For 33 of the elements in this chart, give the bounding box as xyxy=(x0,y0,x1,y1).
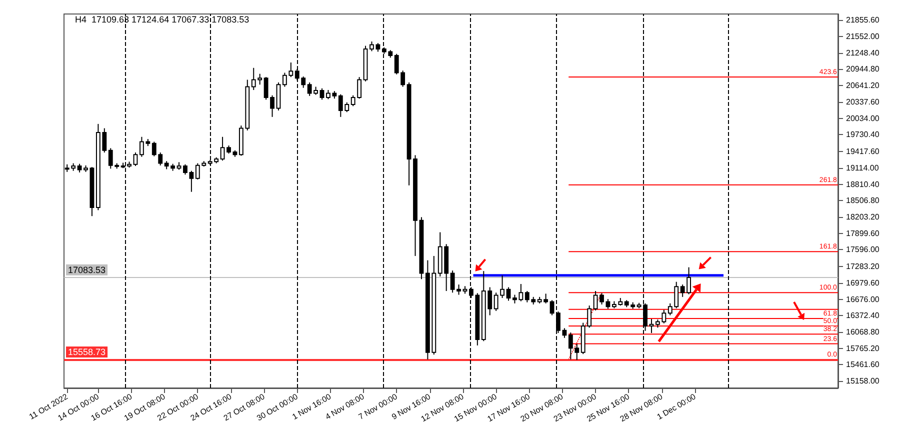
y-tick-label: 18203.20 xyxy=(846,212,880,222)
ref-line-label: 15558.73 xyxy=(68,347,106,358)
y-tick-label: 16979.60 xyxy=(846,278,880,288)
candlestick xyxy=(320,88,324,100)
y-tick-label: 16372.40 xyxy=(846,311,880,320)
y-tick-label: 17899.60 xyxy=(846,228,880,238)
y-tick-label: 16676.00 xyxy=(846,294,880,304)
candlestick xyxy=(276,82,281,111)
candlestick xyxy=(649,318,654,334)
candlestick xyxy=(220,136,225,162)
y-tick-label: 19114.00 xyxy=(846,163,880,172)
y-tick-label: 20641.20 xyxy=(846,81,880,90)
y-tick-label: 17596.00 xyxy=(846,245,880,254)
chart-title: H4 17109.63 17124.64 17067.33 17083.53 xyxy=(75,14,250,24)
ref-line-label: 17083.53 xyxy=(68,264,106,275)
y-tick-label: 15765.20 xyxy=(846,344,880,353)
y-tick-label: 20034.00 xyxy=(846,114,880,123)
y-tick-label: 16068.80 xyxy=(846,328,880,337)
candlestick xyxy=(506,286,511,302)
y-tick-label: 21248.40 xyxy=(846,48,880,58)
y-tick-label: 15158.00 xyxy=(846,376,880,386)
y-tick-label: 17283.20 xyxy=(846,262,880,272)
y-tick-label: 18810.40 xyxy=(846,180,880,189)
y-tick-label: 20337.60 xyxy=(846,97,880,106)
y-tick-label: 19417.60 xyxy=(846,147,880,156)
candlestick xyxy=(550,300,554,316)
y-tick-label: 15461.60 xyxy=(846,360,880,370)
y-tick-label: 18506.80 xyxy=(846,196,880,206)
y-tick-label: 19730.40 xyxy=(846,130,880,140)
y-tick-label: 20944.80 xyxy=(846,64,880,74)
y-tick-label: 21855.60 xyxy=(846,16,880,25)
candlestick xyxy=(133,152,138,166)
y-tick-label: 21552.00 xyxy=(846,32,880,42)
